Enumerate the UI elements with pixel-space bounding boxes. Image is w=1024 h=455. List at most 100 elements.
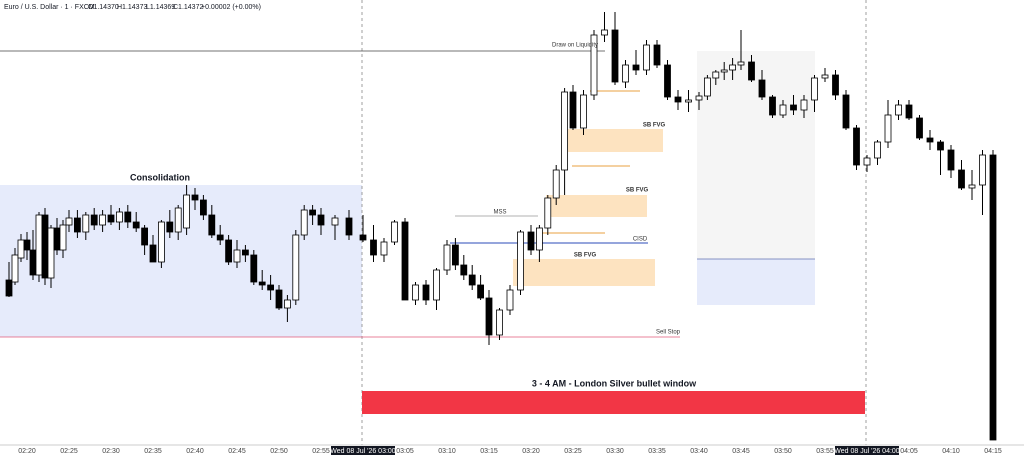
candle-body xyxy=(300,209,308,236)
candle-body xyxy=(283,299,291,309)
candle-body xyxy=(74,217,81,233)
annotation: Consolidation xyxy=(130,172,190,182)
candle-body xyxy=(527,231,535,251)
ohlc-open: O1.14370 xyxy=(88,4,119,11)
candle-body xyxy=(359,234,367,241)
candle-body xyxy=(895,104,902,116)
candle-body xyxy=(267,284,275,291)
ohlc-close: C1.14372 xyxy=(173,4,203,11)
candle-body xyxy=(422,284,430,301)
candle-body xyxy=(35,214,43,276)
symbol: Euro / U.S. Dollar · 1 · FXCM xyxy=(4,4,95,11)
candle-body xyxy=(149,244,157,263)
candle-body xyxy=(790,104,797,111)
candle-body xyxy=(17,239,25,259)
candle-body xyxy=(947,149,955,171)
x-axis-labels: 02:20 02:25 02:30 02:35 02:40 02:45 02:50 02:55… xyxy=(18,446,1002,455)
candle-body xyxy=(926,137,934,143)
candle-body xyxy=(536,227,543,251)
candle-body xyxy=(275,289,283,309)
candle-body xyxy=(258,281,266,286)
x-tick-label: 02:30 xyxy=(102,448,120,455)
annotation: MSS xyxy=(493,210,506,216)
x-tick-label: 04:10 xyxy=(942,448,960,455)
candle-body xyxy=(685,99,692,103)
candle-body xyxy=(905,104,913,119)
candle-body xyxy=(53,227,61,251)
candle-body xyxy=(485,297,493,336)
date-badge xyxy=(835,446,899,455)
candle-body xyxy=(800,99,808,111)
x-tick-label: 03:55 xyxy=(816,448,834,455)
candle-body xyxy=(674,96,682,103)
candle-body xyxy=(561,91,568,171)
candle-body xyxy=(496,309,503,336)
candle-body xyxy=(250,254,258,283)
candle-body xyxy=(59,224,67,251)
annotation: Draw on Liquidity xyxy=(552,43,598,49)
candle-body xyxy=(544,197,552,229)
candle-body xyxy=(720,69,728,73)
candle-body xyxy=(704,77,711,97)
candle-body xyxy=(460,264,468,276)
annotation: SB FVG xyxy=(574,253,597,259)
x-tick-label: 02:20 xyxy=(18,448,36,455)
x-tick-label: 04:15 xyxy=(984,448,1002,455)
ohlc-low: L1.14369 xyxy=(146,4,175,11)
x-tick-label: 03:15 xyxy=(480,448,498,455)
x-tick-label: 02:55 xyxy=(312,448,330,455)
candle-body xyxy=(41,214,49,279)
annotation: SB FVG xyxy=(626,188,649,194)
candle-body xyxy=(233,249,241,263)
x-tick-label: 03:35 xyxy=(648,448,666,455)
candle-body xyxy=(580,94,587,129)
candle-body xyxy=(412,284,419,301)
candle-body xyxy=(737,61,745,66)
candle-body xyxy=(443,244,451,271)
candle-body xyxy=(468,274,476,286)
candle-body xyxy=(309,209,317,216)
candle-body xyxy=(166,221,174,233)
x-tick-label: 02:40 xyxy=(186,448,204,455)
candle-body xyxy=(90,214,98,226)
candle-body xyxy=(11,254,19,283)
candle-body xyxy=(345,217,353,236)
candle-body xyxy=(821,74,829,79)
candle-body xyxy=(769,96,776,116)
candle-body xyxy=(477,284,485,299)
candle-body xyxy=(141,227,149,246)
candle-body xyxy=(29,249,37,276)
candle-body xyxy=(643,44,650,71)
candle-body xyxy=(82,214,90,233)
candle-body xyxy=(208,214,216,236)
candle-body xyxy=(552,169,560,199)
candle-body xyxy=(811,77,818,101)
candle-body xyxy=(884,114,892,143)
candle-body xyxy=(569,91,577,129)
candle-body xyxy=(433,269,440,301)
x-tick-label: 02:45 xyxy=(228,448,246,455)
candle-body xyxy=(391,221,398,243)
candle-body xyxy=(916,117,923,139)
candle-body xyxy=(517,231,524,291)
range-box-lower xyxy=(697,259,815,305)
candle-body xyxy=(370,239,377,256)
ohlc-high: H1.14373 xyxy=(117,4,147,11)
candle-body xyxy=(331,217,339,226)
fvg-box xyxy=(546,195,647,217)
candle-body xyxy=(863,157,871,166)
candle-body xyxy=(380,241,388,256)
annotation: CISD xyxy=(633,237,648,243)
candle-body xyxy=(191,194,199,201)
candle-body xyxy=(506,289,514,311)
x-tick-label: 04:05 xyxy=(900,448,918,455)
candle-body xyxy=(47,227,55,279)
x-tick-label: 03:30 xyxy=(606,448,624,455)
annotation: Sell Stop xyxy=(656,330,681,336)
x-tick-label: 02:35 xyxy=(144,448,162,455)
candle-body xyxy=(107,214,115,223)
candle-body xyxy=(99,214,106,226)
candle-body xyxy=(622,64,629,83)
candle-body xyxy=(174,207,182,233)
